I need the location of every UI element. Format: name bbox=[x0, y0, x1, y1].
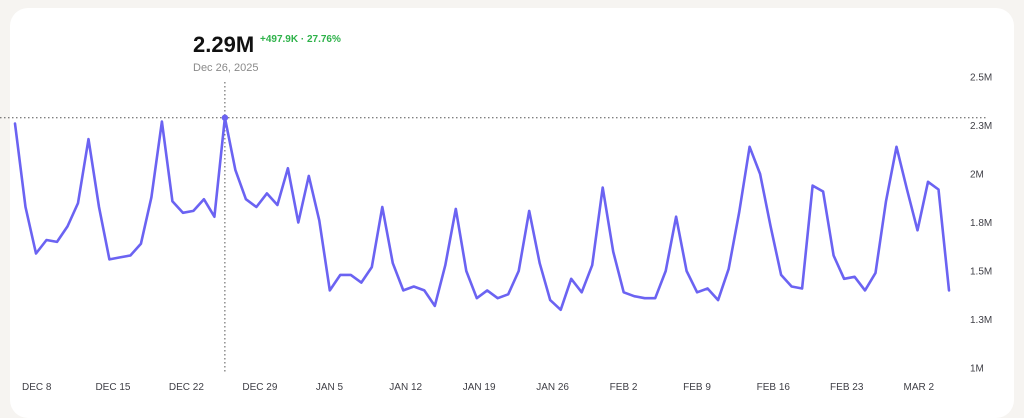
y-tick-label: 2.5M bbox=[970, 73, 992, 84]
y-tick-label: 1M bbox=[970, 364, 984, 375]
x-tick-label: FEB 2 bbox=[610, 382, 638, 393]
x-tick-label: FEB 23 bbox=[830, 382, 864, 393]
y-tick-label: 1.5M bbox=[970, 267, 992, 278]
x-tick-label: DEC 15 bbox=[95, 382, 130, 393]
x-tick-label: DEC 29 bbox=[242, 382, 277, 393]
tooltip-change: +497.9K · 27.76% bbox=[260, 34, 341, 45]
x-tick-label: JAN 5 bbox=[316, 382, 344, 393]
y-tick-label: 2.3M bbox=[970, 121, 992, 132]
chart-card bbox=[10, 8, 1014, 418]
series-line-visits[interactable] bbox=[13, 116, 951, 312]
x-tick-label: JAN 12 bbox=[389, 382, 422, 393]
tooltip-value: 2.29M bbox=[193, 32, 254, 57]
x-axis: DEC 8 DEC 15 DEC 22 DEC 29 JAN 5 JAN 12 JAN 19… bbox=[22, 382, 935, 393]
tooltip-date: Dec 26, 2025 bbox=[193, 62, 258, 74]
x-tick-label: DEC 22 bbox=[169, 382, 204, 393]
y-tick-label: 1.8M bbox=[970, 218, 992, 229]
x-tick-label: DEC 8 bbox=[22, 382, 52, 393]
y-axis: 1M 1.3M 1.5M 1.8M 2M 2.3M 2.5M bbox=[970, 73, 992, 375]
x-tick-label: FEB 9 bbox=[683, 382, 711, 393]
x-tick-label: JAN 19 bbox=[463, 382, 496, 393]
hover-point[interactable] bbox=[221, 114, 229, 121]
x-tick-label: FEB 16 bbox=[757, 382, 791, 393]
x-tick-label: JAN 26 bbox=[536, 382, 569, 393]
x-tick-label: MAR 2 bbox=[904, 382, 935, 393]
y-tick-label: 2M bbox=[970, 170, 984, 181]
y-tick-label: 1.3M bbox=[970, 315, 992, 326]
